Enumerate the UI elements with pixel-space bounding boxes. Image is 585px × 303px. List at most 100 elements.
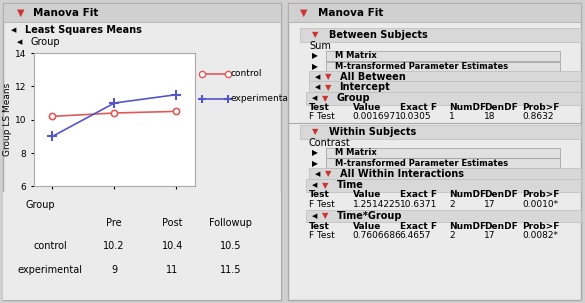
FancyBboxPatch shape xyxy=(306,210,581,222)
Text: Group: Group xyxy=(25,200,55,210)
Text: experimental: experimental xyxy=(18,265,82,275)
Text: 0.8632: 0.8632 xyxy=(522,112,554,121)
FancyBboxPatch shape xyxy=(288,3,581,300)
FancyBboxPatch shape xyxy=(300,28,581,42)
X-axis label: Responses: Responses xyxy=(88,207,140,217)
Text: ◀: ◀ xyxy=(312,95,317,101)
Text: ▶: ▶ xyxy=(312,148,318,157)
Text: Prob>F: Prob>F xyxy=(522,221,560,231)
Text: M Matrix: M Matrix xyxy=(335,148,377,157)
Text: Pre: Pre xyxy=(106,218,122,228)
Y-axis label: Group LS Means: Group LS Means xyxy=(3,83,12,156)
Text: 17: 17 xyxy=(484,200,496,209)
Text: ◀: ◀ xyxy=(315,74,320,80)
Text: ▶: ▶ xyxy=(312,62,318,71)
Text: ▼: ▼ xyxy=(322,94,329,102)
Text: M-transformed Parameter Estimates: M-transformed Parameter Estimates xyxy=(335,62,508,71)
Text: Least Squares Means: Least Squares Means xyxy=(25,25,142,35)
Text: M-transformed Parameter Estimates: M-transformed Parameter Estimates xyxy=(335,158,508,168)
Text: 10.4: 10.4 xyxy=(161,241,183,251)
Text: M Matrix: M Matrix xyxy=(335,52,377,60)
Text: Manova Fit: Manova Fit xyxy=(33,8,99,18)
FancyBboxPatch shape xyxy=(309,168,581,180)
Text: Manova Fit: Manova Fit xyxy=(318,8,383,18)
Text: Intercept: Intercept xyxy=(339,82,390,92)
Text: 0.0010*: 0.0010* xyxy=(522,200,559,209)
Text: Test: Test xyxy=(309,190,330,199)
Text: 11: 11 xyxy=(166,265,178,275)
Text: control: control xyxy=(231,69,263,78)
Text: Test: Test xyxy=(309,221,330,231)
FancyBboxPatch shape xyxy=(306,92,581,105)
Text: 0.0305: 0.0305 xyxy=(400,112,431,121)
Text: ◀: ◀ xyxy=(17,39,22,45)
Text: NumDF: NumDF xyxy=(449,103,486,112)
Text: Value: Value xyxy=(353,221,381,231)
Text: Test: Test xyxy=(309,103,330,112)
Text: Contrast: Contrast xyxy=(309,138,350,148)
Text: 10.2: 10.2 xyxy=(104,241,125,251)
Text: ▼: ▼ xyxy=(322,181,329,190)
FancyBboxPatch shape xyxy=(309,71,581,84)
Text: 1.2514225: 1.2514225 xyxy=(353,200,401,209)
Text: ▼: ▼ xyxy=(300,8,308,18)
Text: Group: Group xyxy=(336,93,370,103)
Text: NumDF: NumDF xyxy=(449,190,486,199)
Text: ▶: ▶ xyxy=(312,52,318,60)
FancyBboxPatch shape xyxy=(326,148,560,158)
Text: Exact F: Exact F xyxy=(400,190,436,199)
Text: 0.0016971: 0.0016971 xyxy=(353,112,402,121)
FancyBboxPatch shape xyxy=(3,3,281,300)
Text: 17: 17 xyxy=(484,231,496,240)
Text: Value: Value xyxy=(353,103,381,112)
Text: ▼: ▼ xyxy=(17,8,25,18)
Text: Followup: Followup xyxy=(209,218,252,228)
Text: 1: 1 xyxy=(449,112,455,121)
Text: ▼: ▼ xyxy=(322,211,329,221)
Text: Group: Group xyxy=(31,37,60,47)
Text: NumDF: NumDF xyxy=(449,221,486,231)
Text: 18: 18 xyxy=(484,112,496,121)
Text: 9: 9 xyxy=(111,265,117,275)
Text: ▶: ▶ xyxy=(312,158,318,168)
Text: Exact F: Exact F xyxy=(400,221,436,231)
Text: 10.6371: 10.6371 xyxy=(400,200,437,209)
Text: ▼: ▼ xyxy=(325,169,332,178)
Text: Within Subjects: Within Subjects xyxy=(329,127,417,137)
FancyBboxPatch shape xyxy=(3,192,281,300)
Text: F Test: F Test xyxy=(309,231,335,240)
FancyBboxPatch shape xyxy=(326,158,560,168)
Text: ◀: ◀ xyxy=(315,84,320,90)
FancyBboxPatch shape xyxy=(288,3,581,22)
Text: DenDF: DenDF xyxy=(484,103,518,112)
Text: ▼: ▼ xyxy=(312,127,318,136)
Text: 2: 2 xyxy=(449,231,455,240)
Text: Exact F: Exact F xyxy=(400,103,436,112)
Text: 2: 2 xyxy=(449,200,455,209)
Text: F Test: F Test xyxy=(309,112,335,121)
Text: ◀: ◀ xyxy=(315,171,320,177)
FancyBboxPatch shape xyxy=(326,51,560,61)
Text: 0.7606686: 0.7606686 xyxy=(353,231,402,240)
FancyBboxPatch shape xyxy=(326,62,560,72)
Text: Post: Post xyxy=(162,218,183,228)
Text: ◀: ◀ xyxy=(312,182,317,188)
Text: DenDF: DenDF xyxy=(484,221,518,231)
Text: Time: Time xyxy=(336,180,363,190)
FancyBboxPatch shape xyxy=(300,125,581,139)
Text: 6.4657: 6.4657 xyxy=(400,231,431,240)
Text: 0.0082*: 0.0082* xyxy=(522,231,559,240)
Text: F Test: F Test xyxy=(309,200,335,209)
Text: Time*Group: Time*Group xyxy=(336,211,402,221)
FancyBboxPatch shape xyxy=(3,3,281,22)
Text: Sum: Sum xyxy=(309,41,331,51)
Text: experimental: experimental xyxy=(231,94,291,103)
FancyBboxPatch shape xyxy=(309,82,581,94)
Text: 10.5: 10.5 xyxy=(220,241,242,251)
Text: Value: Value xyxy=(353,190,381,199)
Text: All Within Interactions: All Within Interactions xyxy=(339,169,463,179)
Text: DenDF: DenDF xyxy=(484,190,518,199)
Text: 11.5: 11.5 xyxy=(220,265,242,275)
Text: Prob>F: Prob>F xyxy=(522,190,560,199)
Text: control: control xyxy=(33,241,67,251)
